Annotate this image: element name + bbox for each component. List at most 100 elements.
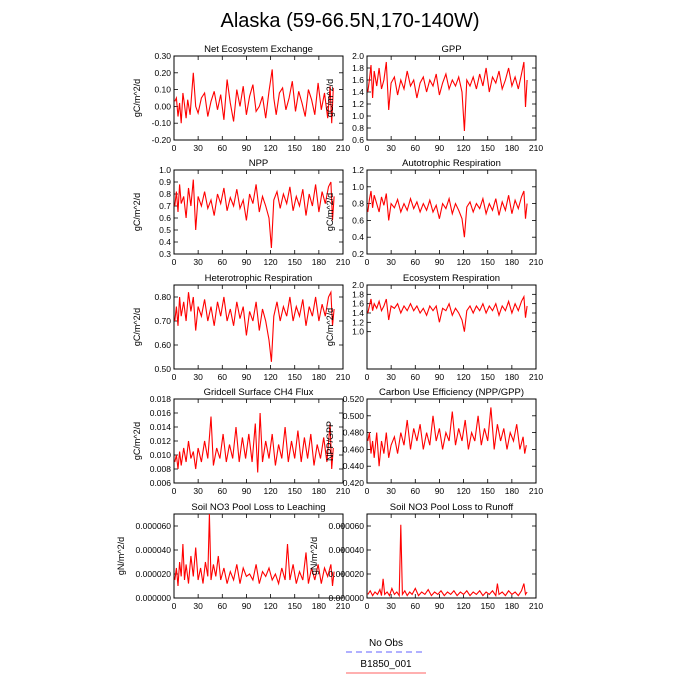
y-tick-label: 0.70 — [154, 316, 171, 326]
x-tick-label: 90 — [242, 486, 252, 496]
plot-frame — [173, 284, 344, 370]
x-tick-label: 60 — [411, 601, 421, 611]
y-tick-label: 1.0 — [352, 327, 364, 337]
y-tick-label: 1.0 — [352, 111, 364, 121]
y-tick-label: 0.00 — [154, 101, 171, 111]
panel-title: Gridcell Surface CH4 Flux — [204, 387, 314, 398]
plot-frame — [366, 513, 537, 599]
x-tick-label: 0 — [172, 601, 177, 611]
y-axis-label: gC/m^2/d — [132, 193, 142, 231]
y-axis-label: gC/m^2/d — [132, 79, 142, 117]
y-axis-label: gC/m^2/d — [132, 422, 142, 460]
y-tick-label: -0.20 — [152, 135, 172, 145]
x-tick-label: 150 — [481, 486, 495, 496]
x-tick-label: 210 — [336, 257, 350, 267]
y-tick-label: 1.0 — [352, 182, 364, 192]
x-tick-label: 180 — [505, 601, 519, 611]
x-tick-label: 0 — [365, 601, 370, 611]
y-tick-label: 1.4 — [352, 308, 364, 318]
x-tick-label: 120 — [456, 143, 470, 153]
panel-title: Soil NO3 Pool Loss to Runoff — [390, 502, 514, 513]
y-tick-label: 0.7 — [159, 201, 171, 211]
x-tick-label: 60 — [218, 601, 228, 611]
y-tick-label: 0.440 — [343, 461, 365, 471]
x-tick-label: 150 — [288, 372, 302, 382]
y-tick-label: 0.8 — [352, 199, 364, 209]
y-tick-label: 1.0 — [159, 165, 171, 175]
panel-title: NPP — [249, 158, 269, 169]
panel-title: Carbon Use Efficiency (NPP/GPP) — [379, 387, 524, 398]
x-tick-label: 180 — [505, 143, 519, 153]
y-tick-label: 0.8 — [352, 123, 364, 133]
x-tick-label: 150 — [288, 257, 302, 267]
y-tick-label: 0.520 — [343, 394, 365, 404]
panel-title: GPP — [441, 44, 461, 55]
x-tick-label: 210 — [529, 372, 543, 382]
x-tick-label: 120 — [263, 372, 277, 382]
x-tick-label: 60 — [411, 486, 421, 496]
y-tick-label: -0.10 — [152, 118, 172, 128]
x-tick-label: 60 — [218, 257, 228, 267]
panel-5: Ecosystem Respiration 0 30 60 90 120 150 180 210… — [325, 273, 543, 382]
y-tick-label: 0.4 — [159, 237, 171, 247]
y-axis-label: gC/m^2/d — [132, 308, 142, 346]
x-tick-label: 30 — [193, 372, 203, 382]
x-tick-label: 210 — [336, 372, 350, 382]
series-line-0 — [174, 69, 334, 124]
x-tick-label: 120 — [263, 143, 277, 153]
panel-0: Net Ecosystem Exchange 0 30 60 90 120 150 180 21… — [132, 44, 350, 153]
y-tick-label: 0.010 — [150, 450, 172, 460]
y-tick-label: 0.60 — [154, 340, 171, 350]
plot-frame — [366, 55, 537, 141]
x-tick-label: 30 — [193, 143, 203, 153]
x-tick-label: 30 — [386, 486, 396, 496]
y-tick-label: 0.420 — [343, 478, 365, 488]
x-tick-label: 60 — [218, 372, 228, 382]
x-tick-label: 180 — [505, 372, 519, 382]
x-tick-label: 0 — [172, 372, 177, 382]
series-line-0 — [367, 190, 528, 238]
x-tick-label: 150 — [481, 257, 495, 267]
y-tick-label: 0.8 — [159, 189, 171, 199]
x-tick-label: 210 — [529, 143, 543, 153]
y-axis-label: gN/m^2/d — [309, 537, 319, 575]
x-tick-label: 180 — [312, 143, 326, 153]
y-axis-label: NPP/GPP — [325, 421, 335, 461]
x-tick-label: 180 — [312, 601, 326, 611]
y-tick-label: 0.000020 — [136, 569, 172, 579]
series-line-0 — [367, 407, 527, 467]
x-tick-label: 0 — [365, 143, 370, 153]
y-tick-label: 0.000060 — [136, 521, 172, 531]
y-tick-label: 0.6 — [159, 213, 171, 223]
x-tick-label: 210 — [529, 601, 543, 611]
y-tick-label: 0.000000 — [329, 593, 365, 603]
y-tick-label: 0.20 — [154, 68, 171, 78]
x-tick-label: 90 — [435, 372, 445, 382]
y-tick-label: 0.480 — [343, 428, 365, 438]
x-tick-label: 180 — [505, 486, 519, 496]
panel-8: Soil NO3 Pool Loss to Leaching 0 30 60 90 120… — [116, 502, 350, 611]
y-tick-label: 0.3 — [159, 249, 171, 259]
legend-item-label-0: No Obs — [369, 638, 403, 649]
x-tick-label: 180 — [505, 257, 519, 267]
legend-item-label-1: B1850_001 — [360, 659, 412, 670]
panel-7: Carbon Use Efficiency (NPP/GPP) 0 30 60 90 12… — [325, 387, 543, 496]
plot-frame — [173, 513, 344, 599]
x-tick-label: 90 — [435, 257, 445, 267]
y-tick-label: 0.016 — [150, 408, 172, 418]
x-tick-label: 180 — [312, 372, 326, 382]
x-tick-label: 30 — [386, 257, 396, 267]
x-tick-label: 30 — [193, 601, 203, 611]
panel-title: Ecosystem Respiration — [403, 273, 500, 284]
y-tick-label: 2.0 — [352, 280, 364, 290]
x-tick-label: 120 — [456, 486, 470, 496]
x-tick-label: 0 — [365, 257, 370, 267]
series-line-0 — [367, 524, 528, 598]
x-tick-label: 0 — [172, 143, 177, 153]
y-tick-label: 0.014 — [150, 422, 172, 432]
y-tick-label: 0.006 — [150, 478, 172, 488]
y-tick-label: 0.000040 — [136, 545, 172, 555]
panel-grid: Net Ecosystem Exchange 0 30 60 90 120 150 180 21… — [116, 44, 543, 611]
y-tick-label: 0.018 — [150, 394, 172, 404]
